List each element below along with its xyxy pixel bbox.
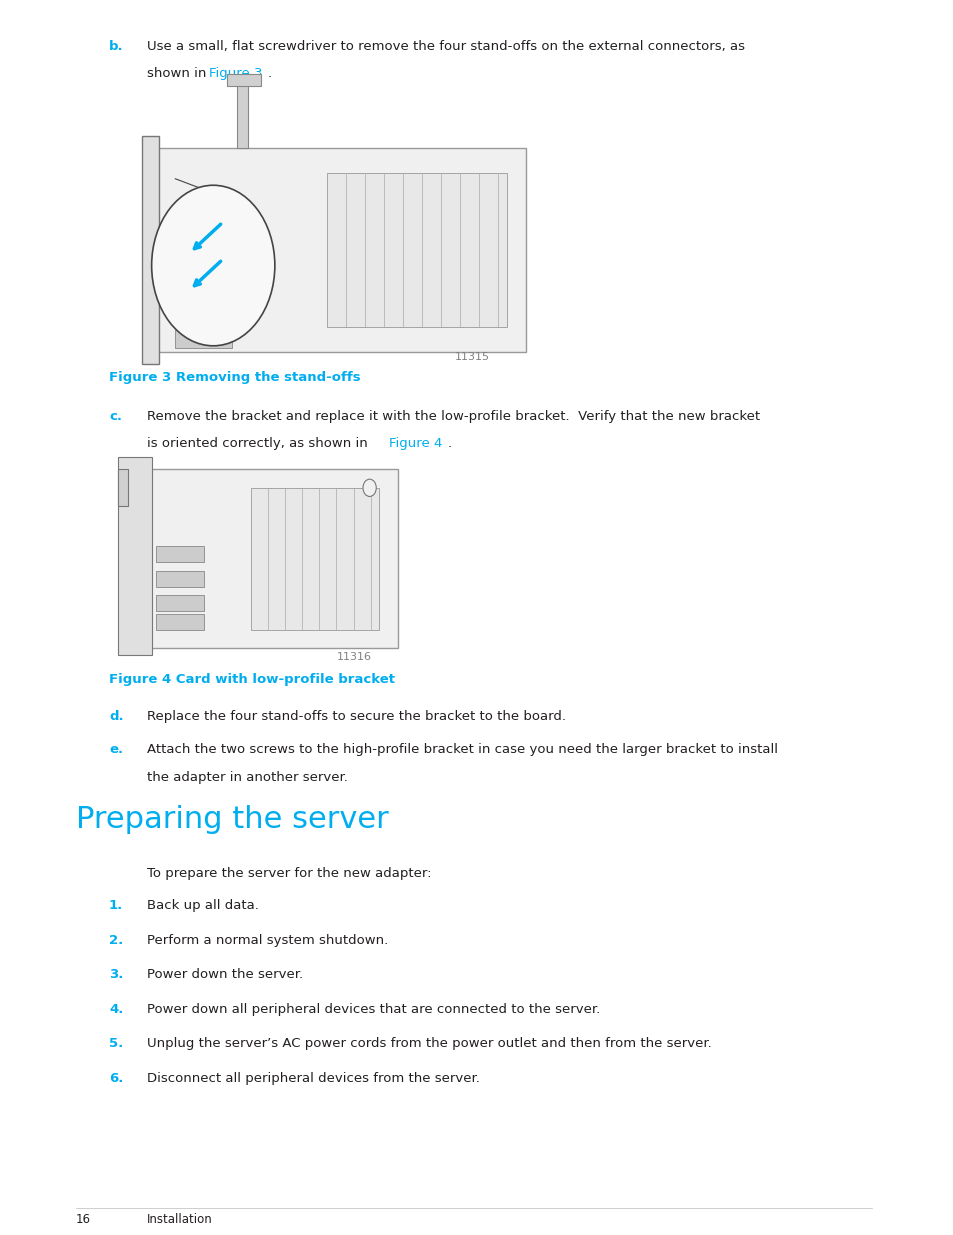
Bar — [156, 595, 204, 611]
Bar — [156, 546, 204, 562]
Bar — [227, 74, 260, 86]
Text: e.: e. — [109, 743, 123, 757]
Bar — [175, 309, 232, 327]
Bar — [118, 469, 128, 506]
Bar — [175, 284, 232, 303]
Text: Replace the four stand-offs to secure the bracket to the board.: Replace the four stand-offs to secure th… — [147, 710, 565, 724]
Text: 16: 16 — [75, 1213, 91, 1226]
Text: Disconnect all peripheral devices from the server.: Disconnect all peripheral devices from t… — [147, 1072, 479, 1086]
Text: d.: d. — [109, 710, 124, 724]
Text: Remove the bracket and replace it with the low-profile bracket.  Verify that the: Remove the bracket and replace it with t… — [147, 410, 760, 424]
Bar — [175, 259, 232, 278]
Text: Unplug the server’s AC power cords from the power outlet and then from the serve: Unplug the server’s AC power cords from … — [147, 1037, 711, 1051]
Text: Power down all peripheral devices that are connected to the server.: Power down all peripheral devices that a… — [147, 1003, 599, 1016]
Text: b.: b. — [109, 40, 124, 53]
Circle shape — [362, 479, 375, 496]
Text: 11316: 11316 — [336, 652, 371, 662]
Text: Back up all data.: Back up all data. — [147, 899, 258, 913]
Text: Attach the two screws to the high-profile bracket in case you need the larger br: Attach the two screws to the high-profil… — [147, 743, 777, 757]
Text: Installation: Installation — [147, 1213, 213, 1226]
Text: .: . — [447, 437, 451, 451]
Text: Use a small, flat screwdriver to remove the four stand-offs on the external conn: Use a small, flat screwdriver to remove … — [147, 40, 744, 53]
Text: Figure 3: Figure 3 — [209, 67, 262, 80]
FancyBboxPatch shape — [327, 173, 506, 327]
Text: shown in: shown in — [147, 67, 211, 80]
Text: 1.: 1. — [109, 899, 123, 913]
Circle shape — [152, 185, 274, 346]
Bar — [118, 457, 152, 655]
Text: To prepare the server for the new adapter:: To prepare the server for the new adapte… — [147, 867, 431, 881]
Text: is oriented correctly, as shown in: is oriented correctly, as shown in — [147, 437, 372, 451]
Text: .: . — [267, 67, 271, 80]
Text: Perform a normal system shutdown.: Perform a normal system shutdown. — [147, 934, 388, 947]
Text: the adapter in another server.: the adapter in another server. — [147, 771, 348, 784]
Text: 6.: 6. — [109, 1072, 123, 1086]
Text: 5.: 5. — [109, 1037, 123, 1051]
Text: 4.: 4. — [109, 1003, 123, 1016]
Bar — [156, 614, 204, 630]
Text: Figure 4: Figure 4 — [388, 437, 441, 451]
Bar — [175, 330, 232, 348]
Bar — [236, 80, 248, 148]
Text: Figure 4 Card with low-profile bracket: Figure 4 Card with low-profile bracket — [109, 673, 395, 687]
FancyBboxPatch shape — [156, 148, 525, 352]
Bar — [156, 571, 204, 587]
Text: Figure 3 Removing the stand-offs: Figure 3 Removing the stand-offs — [109, 370, 360, 384]
Bar — [142, 136, 159, 364]
FancyBboxPatch shape — [251, 488, 378, 630]
FancyBboxPatch shape — [147, 469, 397, 648]
Text: 3.: 3. — [109, 968, 123, 982]
Text: 2.: 2. — [109, 934, 123, 947]
Text: Preparing the server: Preparing the server — [75, 805, 388, 834]
Text: Power down the server.: Power down the server. — [147, 968, 303, 982]
Text: c.: c. — [109, 410, 122, 424]
Text: 11315: 11315 — [455, 352, 490, 362]
